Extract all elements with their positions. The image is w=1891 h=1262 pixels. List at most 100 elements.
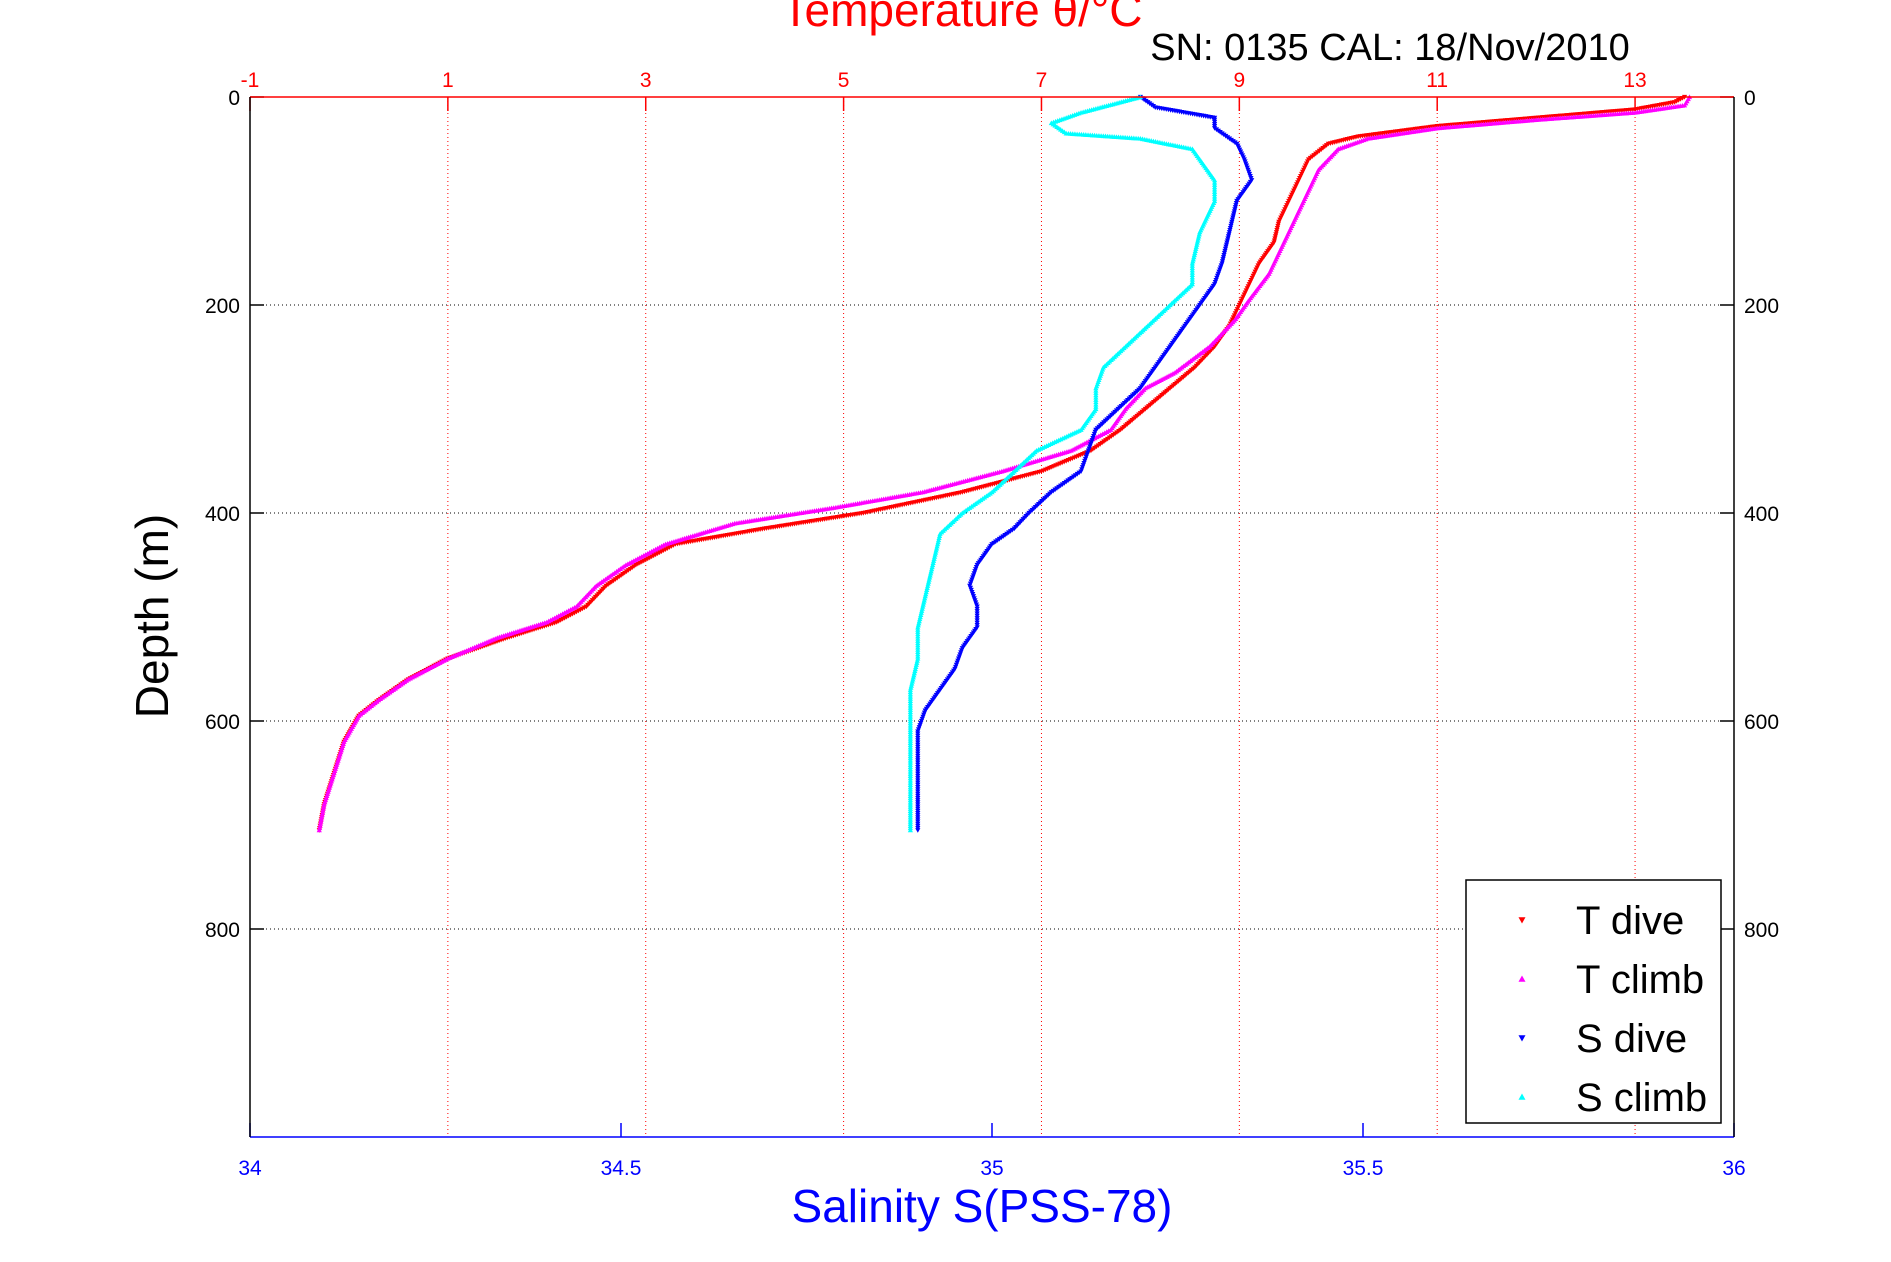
salinity-axis-title: Salinity S(PSS-78) bbox=[792, 1180, 1173, 1232]
data-point bbox=[317, 821, 324, 826]
data-point bbox=[915, 828, 921, 833]
temperature-tick-label: 3 bbox=[640, 69, 652, 92]
data-point bbox=[914, 660, 920, 665]
data-point bbox=[1194, 240, 1200, 245]
depth-tick-label-right: 600 bbox=[1744, 711, 1779, 734]
data-point bbox=[937, 531, 943, 536]
data-point bbox=[924, 585, 930, 590]
data-point bbox=[923, 591, 929, 597]
legend: T dive T climb S dive S climb bbox=[1465, 879, 1722, 1124]
data-point bbox=[317, 823, 323, 828]
salinity-tick-label: 36 bbox=[1722, 1157, 1745, 1180]
data-point bbox=[1194, 242, 1200, 247]
depth-tick-label-right: 800 bbox=[1744, 919, 1779, 942]
salinity-tick-label: 34.5 bbox=[601, 1157, 642, 1180]
data-point bbox=[319, 814, 325, 820]
data-point bbox=[1192, 248, 1198, 253]
data-point bbox=[316, 827, 322, 833]
data-point bbox=[317, 825, 323, 831]
data-point bbox=[1195, 237, 1201, 243]
depth-tick-label-right: 0 bbox=[1744, 87, 1756, 110]
legend-marker-t-climb bbox=[1518, 975, 1526, 982]
data-point bbox=[908, 683, 914, 688]
data-point bbox=[1196, 231, 1202, 237]
data-point bbox=[925, 581, 931, 586]
data-point bbox=[907, 827, 913, 833]
data-point bbox=[930, 562, 936, 568]
series-s-dive bbox=[915, 94, 1255, 833]
data-point bbox=[921, 599, 927, 605]
data-point bbox=[922, 593, 928, 599]
data-point bbox=[926, 579, 932, 584]
legend-marker-s-climb bbox=[1518, 1093, 1526, 1100]
serial-calibration-label: SN: 0135 CAL: 18/Nov/2010 bbox=[1150, 27, 1630, 69]
legend-items: T dive T climb S dive S climb bbox=[1518, 899, 1707, 1120]
data-point bbox=[914, 658, 920, 663]
data-point bbox=[929, 564, 935, 570]
data-point bbox=[924, 587, 930, 593]
salinity-tick-label: 34 bbox=[238, 1157, 262, 1180]
data-point bbox=[928, 568, 934, 574]
data-point bbox=[1193, 244, 1199, 249]
data-point bbox=[915, 622, 921, 628]
data-point bbox=[1192, 250, 1198, 256]
data-point bbox=[911, 670, 917, 676]
data-point bbox=[928, 570, 934, 576]
data-point bbox=[932, 552, 938, 557]
data-point bbox=[918, 612, 924, 617]
data-point bbox=[916, 618, 922, 624]
data-point bbox=[933, 547, 939, 553]
data-point bbox=[321, 801, 327, 807]
depth-tick-label-left: 800 bbox=[205, 919, 240, 942]
data-point bbox=[321, 803, 327, 809]
data-point bbox=[908, 685, 914, 690]
data-point bbox=[912, 668, 918, 674]
legend-label: S dive bbox=[1576, 1017, 1687, 1061]
data-point bbox=[911, 672, 917, 678]
data-point bbox=[1195, 235, 1201, 241]
data-point bbox=[1190, 258, 1196, 264]
legend-marker-t-dive bbox=[1518, 917, 1526, 924]
data-point bbox=[1196, 233, 1202, 239]
data-point bbox=[318, 818, 324, 824]
temperature-tick-label: -1 bbox=[241, 69, 260, 92]
data-point bbox=[936, 533, 943, 538]
data-point bbox=[926, 576, 932, 582]
legend-label: S climb bbox=[1576, 1076, 1707, 1120]
data-point bbox=[931, 558, 937, 563]
data-point bbox=[933, 549, 939, 555]
data-point bbox=[919, 606, 925, 611]
depth-tick-label-left: 0 bbox=[228, 87, 240, 110]
data-point bbox=[913, 664, 919, 669]
data-point bbox=[925, 583, 931, 588]
data-point bbox=[319, 812, 325, 818]
data-point bbox=[935, 539, 941, 545]
temperature-axis-title: Temperature θ/°C bbox=[782, 0, 1143, 36]
legend-box bbox=[1465, 879, 1722, 1124]
data-point bbox=[1190, 256, 1196, 262]
data-point bbox=[923, 589, 929, 595]
depth-axis-title: Depth (m) bbox=[126, 514, 178, 718]
data-point bbox=[918, 610, 924, 615]
data-point bbox=[913, 662, 919, 667]
data-point bbox=[927, 572, 933, 578]
legend-label: T climb bbox=[1576, 958, 1704, 1002]
salinity-tick-label: 35.5 bbox=[1343, 1157, 1384, 1180]
data-point bbox=[1191, 252, 1197, 258]
data-point bbox=[910, 676, 916, 682]
data-point bbox=[920, 604, 926, 609]
series-s-climb bbox=[907, 94, 1218, 833]
data-point bbox=[915, 656, 921, 661]
data-point bbox=[910, 674, 916, 680]
data-point bbox=[320, 808, 326, 813]
data-point bbox=[909, 678, 915, 684]
temperature-tick-label: 7 bbox=[1036, 69, 1048, 92]
data-point bbox=[909, 680, 915, 686]
data-point bbox=[930, 560, 936, 565]
series-t-climb bbox=[316, 94, 1693, 833]
depth-tick-label-right: 200 bbox=[1744, 295, 1779, 318]
data-point bbox=[318, 816, 324, 822]
data-point bbox=[932, 554, 938, 559]
